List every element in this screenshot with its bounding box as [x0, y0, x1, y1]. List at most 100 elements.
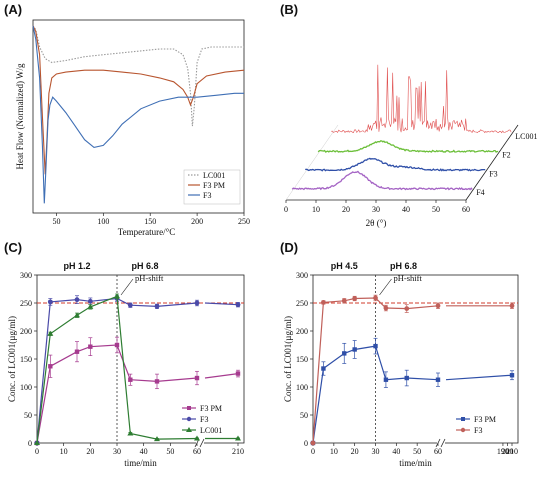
ph-left-label-d: pH 4.5: [331, 261, 358, 271]
depth-axis-b: [465, 124, 519, 201]
y-tick-label-d: 0: [304, 439, 308, 448]
data-point-c: [127, 302, 133, 308]
data-point-d: [342, 351, 347, 356]
series-line-c: [36, 344, 198, 444]
x-tick-label-b: 40: [402, 205, 410, 214]
x-tick-label-c: 50: [166, 447, 174, 456]
axis-break-gap-d: [437, 439, 445, 447]
x-tick-label-c: 30: [113, 447, 121, 456]
x-tick-label-d: 50: [413, 447, 421, 456]
x-tick-label-d: 20: [351, 447, 359, 456]
data-point-d: [435, 377, 441, 382]
x-tick-label-b: 20: [342, 205, 350, 214]
data-point-c: [114, 342, 120, 348]
x-tick-label-d: 190: [497, 447, 509, 456]
ph-left-label-c: pH 1.2: [63, 261, 90, 271]
x-tick-label-a: 200: [191, 217, 203, 226]
y-tick-label-d: 300: [296, 271, 308, 280]
data-point-c: [74, 297, 80, 303]
data-point-d: [509, 303, 515, 309]
data-point-d: [321, 366, 326, 371]
data-point-c: [154, 303, 160, 309]
data-point-d: [383, 305, 389, 311]
y-tick-label-d: 250: [296, 299, 308, 308]
x-axis-label-b: 2θ (°): [366, 218, 387, 228]
series-line-a: [32, 25, 244, 204]
data-point-c: [194, 375, 200, 381]
series-label-b: F4: [476, 188, 484, 197]
y-tick-label-c: 150: [20, 355, 32, 364]
y-axis-label-c: Conc. of LC001(µg/ml): [7, 316, 17, 402]
data-point-d: [352, 296, 358, 301]
data-point-c: [128, 377, 133, 382]
ph-shift-pointer-d: [379, 278, 392, 296]
x-tick-label-d: 200: [501, 447, 513, 456]
x-tick-label-c: 40: [140, 447, 148, 456]
y-tick-label-c: 300: [20, 271, 32, 280]
data-point-d: [404, 306, 410, 311]
y-axis-label-d: Conc. of LC001(µg/ml): [283, 316, 293, 402]
series-line-d: [312, 297, 439, 444]
data-point-d: [341, 298, 347, 304]
x-tick-label-d: 60: [434, 447, 442, 456]
x-tick-label-c: 10: [60, 447, 68, 456]
ph-shift-label-c: pH-shift: [135, 273, 164, 283]
ph-shift-label-d: pH-shift: [394, 273, 423, 283]
data-point-d: [373, 343, 378, 349]
x-axis-label-a: Temperature/°C: [118, 227, 175, 237]
panel-letter-a: (A): [4, 2, 22, 17]
x-axis-label-c: time/min: [124, 458, 157, 468]
x-tick-label-c: 20: [86, 447, 94, 456]
y-tick-label-d: 150: [296, 355, 308, 364]
series-line-d: [445, 374, 513, 381]
data-point-c: [235, 371, 241, 376]
data-point-d: [435, 303, 441, 309]
ph-shift-pointer-c: [120, 278, 134, 296]
series-label-b: F3: [489, 169, 497, 178]
legend-label-c: LC001: [200, 426, 222, 435]
axis-break-gap-c: [196, 439, 204, 447]
data-point-c: [154, 379, 160, 384]
chart-b: 0 10 20 30 40 50 60 2θ (°) LC001 F2 F3 F4: [284, 64, 537, 228]
data-point-c: [87, 298, 93, 304]
legend-label-c: F3: [200, 415, 208, 424]
data-point-c: [194, 435, 200, 441]
legend-label-a: LC001: [203, 171, 225, 180]
data-point-d: [404, 375, 409, 381]
chart-c: 0 50 100 150 200 250 300 0 10 20 30 40 50 60 210 time/m…: [7, 261, 245, 468]
ph-right-label-c: pH 6.8: [131, 261, 158, 271]
legend-marker-d: [461, 417, 465, 421]
panel-letter-c: (C): [4, 240, 22, 255]
x-tick-label-a: 50: [52, 217, 60, 226]
legend-marker-c: [187, 406, 191, 410]
x-tick-label-d: 10: [330, 447, 338, 456]
x-tick-label-d: 40: [392, 447, 400, 456]
data-point-c: [87, 303, 94, 309]
series-label-b: LC001: [515, 132, 537, 141]
series-label-b: F2: [502, 151, 510, 160]
pattern-line-b: [317, 140, 499, 153]
axis-break-d: [440, 438, 446, 448]
x-tick-label-b: 10: [312, 205, 320, 214]
series-line-c: [204, 302, 239, 306]
series-line-a: [32, 25, 244, 127]
data-point-c: [88, 344, 93, 349]
y-tick-label-c: 250: [20, 299, 32, 308]
series-line-c: [36, 297, 198, 444]
x-tick-label-a: 100: [97, 217, 109, 226]
legend-label-a: F3 PM: [203, 181, 225, 190]
data-point-c: [194, 300, 200, 306]
x-axis-label-d: time/min: [399, 458, 432, 468]
legend-label-a: F3: [203, 191, 211, 200]
data-point-d: [383, 377, 389, 382]
legend-a: [183, 169, 241, 205]
legend-marker-c: [186, 427, 192, 432]
data-point-c: [48, 364, 53, 369]
pattern-line-b: [331, 64, 512, 134]
data-point-c: [114, 293, 120, 299]
x-tick-label-b: 0: [284, 205, 288, 214]
legend-label-d: F3 PM: [474, 415, 496, 424]
x-tick-label-b: 50: [432, 205, 440, 214]
